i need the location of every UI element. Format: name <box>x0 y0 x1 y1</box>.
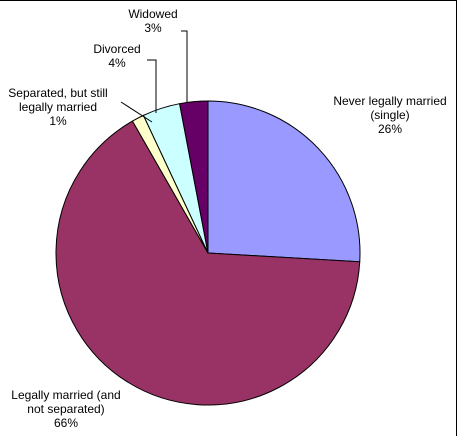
leader-line-divorced <box>147 59 157 113</box>
slice-labels: Never legally married (single) 26% Legally … <box>8 7 446 430</box>
slice-label-line: (single) <box>370 108 409 122</box>
slice-percent-label: 1% <box>49 114 67 128</box>
slice-label-line: Separated, but still <box>8 86 107 100</box>
slice-percent-label: 3% <box>144 21 162 35</box>
slice-percent-label: 4% <box>108 56 126 70</box>
slice-label-divorced: Divorced 4% <box>93 42 140 70</box>
slice-label-legally-married-and: Legally married (and not separated) 66% <box>11 388 120 430</box>
leader-lines <box>120 30 188 123</box>
slice-label-widowed: Widowed 3% <box>128 7 177 35</box>
leader-line-widowed <box>181 30 188 103</box>
pie-slices <box>55 100 361 406</box>
pie-slice-never-legally-married <box>207 100 361 263</box>
pie-slice-widowed <box>179 100 209 254</box>
slice-label-line: Legally married (and <box>11 388 120 402</box>
slice-percent-label: 26% <box>378 122 402 136</box>
slice-label-never-legally-married: Never legally married (single) 26% <box>333 94 446 136</box>
slice-label-line: Divorced <box>93 42 140 56</box>
slice-label-line: Never legally married <box>333 94 446 108</box>
pie-slice-legally-married-and <box>55 120 361 406</box>
leader-line-separated-but-still <box>120 101 153 123</box>
slice-percent-label: 66% <box>54 416 78 430</box>
slice-label-line: not separated) <box>27 402 104 416</box>
slice-label-separated-but-still: Separated, but still legally married 1% <box>8 86 107 128</box>
slice-label-line: legally married <box>19 100 97 114</box>
slice-label-line: Widowed <box>128 7 177 21</box>
